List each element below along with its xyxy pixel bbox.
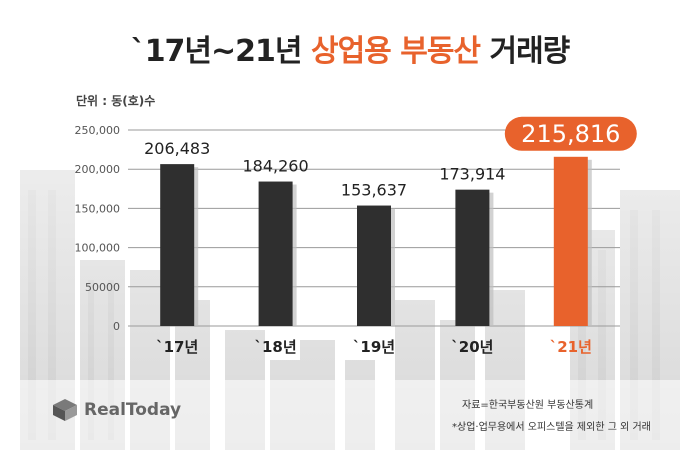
value-label: 206,483 bbox=[144, 139, 210, 158]
title-suffix: 거래량 bbox=[489, 34, 570, 69]
x-tick-label: `20년 bbox=[451, 338, 493, 356]
value-label: 153,637 bbox=[341, 181, 407, 200]
bar bbox=[258, 181, 293, 326]
unit-label: 단위 : 동(호)수 bbox=[76, 94, 156, 108]
source-note: 자료=한국부동산원 부동산통계 bbox=[462, 400, 594, 411]
y-tick-label: 250,000 bbox=[75, 124, 121, 137]
bar bbox=[357, 205, 391, 326]
title-prefix: `17년~21년 bbox=[130, 34, 303, 69]
x-tick-label: `21년 bbox=[550, 338, 592, 356]
brand-logo: RealToday bbox=[52, 398, 181, 422]
logo-text: RealToday bbox=[84, 400, 182, 420]
bar bbox=[455, 189, 490, 326]
footnote: *상업·업무용에서 오피스텔을 제외한 그 외 거래 bbox=[452, 422, 651, 433]
x-tick-label: `19년 bbox=[353, 338, 395, 356]
cube-logo-icon bbox=[53, 399, 77, 421]
chart-title: `17년~21년 상업용 부동산 거래량 bbox=[0, 26, 700, 70]
y-tick-label: 0 bbox=[113, 320, 120, 333]
y-tick-label: 50000 bbox=[85, 281, 120, 294]
x-tick-label: `17년 bbox=[156, 338, 198, 356]
x-tick-label: `18년 bbox=[255, 338, 297, 356]
title-highlight: 상업용 부동산 bbox=[310, 34, 481, 69]
bar bbox=[553, 156, 588, 326]
y-tick-label: 100,000 bbox=[75, 242, 121, 255]
value-label: 173,914 bbox=[439, 165, 505, 184]
y-tick-label: 200,000 bbox=[75, 163, 121, 176]
value-label: 184,260 bbox=[243, 157, 309, 176]
y-tick-label: 150,000 bbox=[75, 202, 121, 215]
value-label: 215,816 bbox=[521, 120, 620, 148]
value-label-badge bbox=[504, 116, 637, 151]
bar bbox=[160, 164, 195, 326]
